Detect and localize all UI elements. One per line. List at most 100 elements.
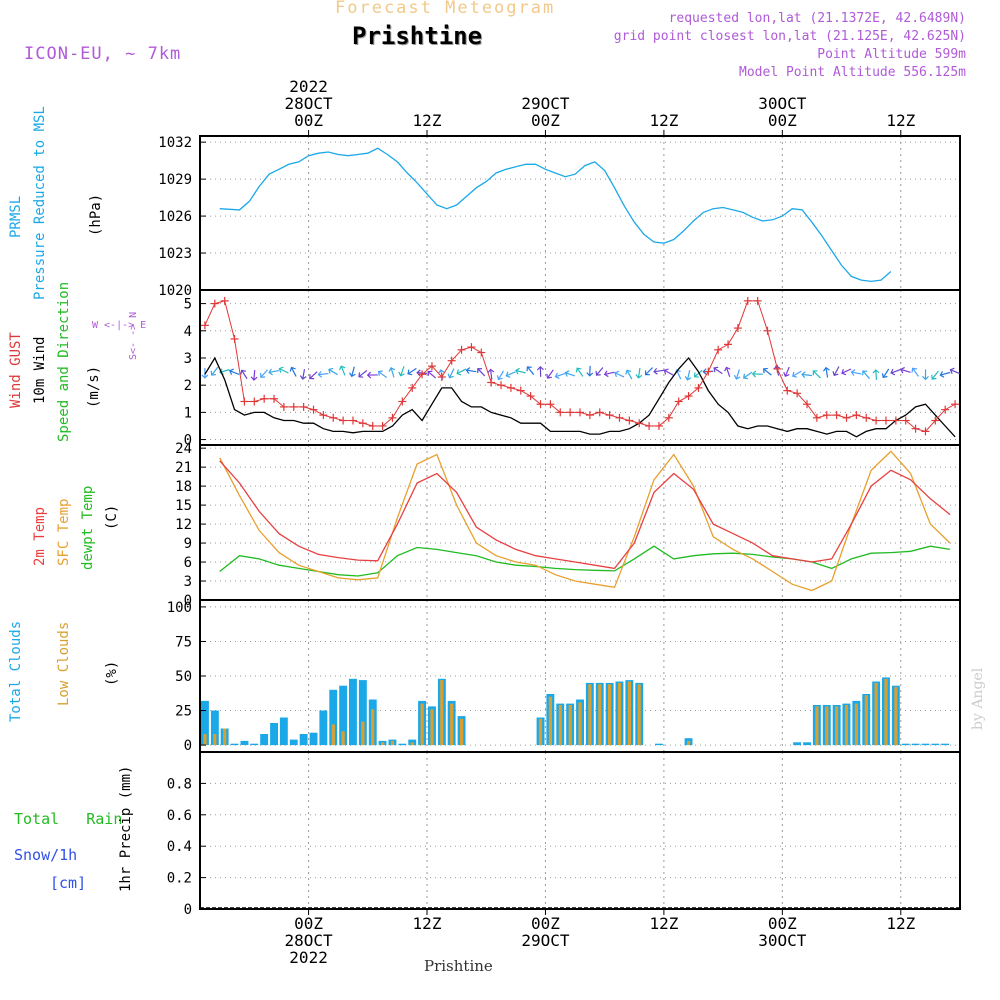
low-cloud-bar <box>617 682 622 746</box>
total-cloud-bar <box>279 717 288 746</box>
panel-frame <box>199 135 961 291</box>
low-cloud-bar <box>390 740 395 745</box>
wind-dir-arrow <box>653 367 665 375</box>
temp2m-line <box>219 460 951 570</box>
total-cloud-bar <box>299 734 308 746</box>
wind-dir-arrow <box>407 367 417 376</box>
wind-dir-arrow <box>939 371 951 378</box>
wind-dir-shaft <box>309 371 318 379</box>
wind-dir-arrow <box>456 368 467 376</box>
wind-dir-shaft <box>825 367 829 378</box>
wind-dir-arrow <box>465 367 477 374</box>
total-cloud-bar <box>901 743 910 746</box>
rain-label: Rain <box>86 810 123 828</box>
wind-dir-head <box>526 366 532 372</box>
time-label-bottom: 2022 <box>289 948 328 967</box>
wind-dir-arrow <box>546 369 554 379</box>
wind-dir-shaft <box>841 368 852 374</box>
wind-dir-shaft <box>637 367 641 378</box>
location-title: Prishtine <box>352 22 483 50</box>
time-label-bottom: 00Z <box>768 914 797 933</box>
time-label-bottom: 00Z <box>294 914 323 933</box>
low-cloud-bar <box>825 706 829 746</box>
panel-frame <box>199 444 961 601</box>
wind-dir-shaft <box>596 367 604 376</box>
wind-dir-head <box>407 369 413 376</box>
wind-dir-shaft <box>950 369 960 375</box>
wind-dir-shaft <box>260 369 268 378</box>
wind-dir-shaft <box>589 365 591 376</box>
wind-dir-arrow <box>278 366 289 374</box>
low-cloud-bar <box>844 705 849 746</box>
wind-dir-shaft <box>547 369 554 379</box>
grid-point: grid point closest lon,lat (21.125E, 42.… <box>613 29 966 44</box>
wind-dir-arrow <box>743 371 753 380</box>
wind-dir-head <box>713 366 719 373</box>
wind-dir-shaft <box>427 371 437 379</box>
wind-dir-head <box>684 375 692 381</box>
wind-dir-shaft <box>851 371 862 375</box>
wind-dir-arrow <box>201 367 209 379</box>
wind-dir-shaft <box>833 366 840 376</box>
ytick-label: 18 <box>175 479 192 495</box>
time-label-bottom: 12Z <box>649 914 678 933</box>
point-info: requested lon,lat (21.1372E, 42.6489N) g… <box>614 10 966 82</box>
ytick-label: 1026 <box>158 209 192 225</box>
wind-dir-shaft <box>351 366 355 377</box>
wind-dir-arrow <box>398 366 405 377</box>
wind-dir-shaft <box>940 371 951 376</box>
wind-dir-arrow <box>595 367 604 376</box>
wind-dir-arrow <box>762 367 772 376</box>
wind-dir-head <box>289 366 296 372</box>
wind-dir-shaft <box>378 371 387 379</box>
wind-dir-head <box>554 372 560 380</box>
time-label-bottom: 29OCT <box>521 931 570 950</box>
wind-dir-shaft <box>900 368 911 373</box>
wind-dir-head <box>515 367 520 375</box>
wind-dir-arrow <box>240 369 248 380</box>
wind-dir-head <box>546 373 552 379</box>
super-title: Forecast Meteogram <box>335 0 556 18</box>
ytick-label: 3 <box>184 351 192 367</box>
wind-dir-shaft <box>340 365 346 376</box>
wind-dir-head <box>260 372 266 378</box>
wind-dir-head <box>931 374 937 380</box>
ytick-label: 0.6 <box>167 808 192 824</box>
low-cloud-bar <box>637 684 641 746</box>
wind-dir-arrow <box>477 368 486 377</box>
wind-dir-head <box>250 376 258 381</box>
time-label-top: 12Z <box>413 111 442 130</box>
wind-dir-shaft <box>713 367 723 375</box>
wind-dir-shaft <box>792 370 802 377</box>
wind-dir-shaft <box>565 372 576 377</box>
wind-dir-head <box>792 371 798 378</box>
wind-dir-head <box>299 375 307 380</box>
wind-dir-arrow <box>554 372 566 380</box>
wind-dir-arrow <box>801 371 813 379</box>
ytick-label: 0.2 <box>167 871 192 887</box>
wind-dir-head <box>702 368 707 376</box>
wind-dir-arrow <box>603 370 615 378</box>
ytick-label: 100 <box>167 600 192 616</box>
wind-dir-arrow <box>358 370 368 378</box>
wind-dir-shaft <box>653 369 665 373</box>
total-cloud-bar <box>803 742 811 746</box>
total-label: Total <box>14 810 60 828</box>
wind10m-line <box>204 356 956 438</box>
wind-dir-head <box>317 370 323 378</box>
ytick-label: 21 <box>175 460 192 476</box>
wind-dir-arrow <box>349 366 356 378</box>
low-cloud-bar <box>420 703 424 746</box>
wind-dir-arrow <box>299 369 307 380</box>
requested-point: requested lon,lat (21.1372E, 42.6489N) <box>668 11 966 26</box>
low-cloud-bar <box>608 684 612 746</box>
total-cloud-bar <box>201 700 209 746</box>
wind-dir-arrow <box>377 370 387 379</box>
wind-dir-head <box>210 370 217 376</box>
wind-dir-arrow <box>575 367 584 377</box>
wind-dir-arrow <box>890 368 901 376</box>
wind-dir-shaft <box>449 368 455 378</box>
low-cloud-bar <box>884 678 888 746</box>
low-cloud-bar <box>381 742 385 746</box>
wind-dir-shaft <box>489 369 493 380</box>
